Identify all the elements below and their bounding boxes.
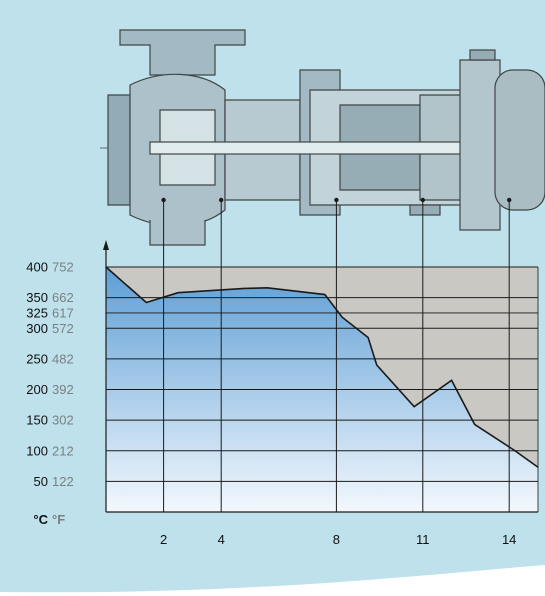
unit-celsius: °C [33,512,48,527]
y-tick-celsius: 400 [26,260,48,275]
y-tick-celsius: 50 [34,474,48,489]
y-axis-arrow [103,240,109,250]
y-tick-celsius: 200 [26,382,48,397]
y-tick-celsius: 150 [26,413,48,428]
y-tick-fahrenheit: 212 [52,443,74,458]
callout-dot [507,197,512,203]
y-tick-fahrenheit: 662 [52,290,74,305]
y-tick-labels: 400 752 350 662 325 617 300 572 250 482 200 392 150 3… [26,260,73,489]
y-tick-fahrenheit: 392 [52,382,74,397]
y-tick-celsius: 325 [26,305,48,320]
y-tick-fahrenheit: 482 [52,351,74,366]
unit-labels: °C °F [33,512,65,527]
callout-lines [161,197,512,512]
y-tick-fahrenheit: 572 [52,321,74,336]
y-tick-celsius: 350 [26,290,48,305]
gridlines [106,266,538,482]
x-tick-labels: 2 4 8 11 14 [160,532,516,547]
x-tick-label: 8 [333,532,340,547]
y-tick-celsius: 100 [26,443,48,458]
y-tick-fahrenheit: 752 [52,260,74,275]
callout-dot [334,197,339,203]
x-tick-label: 14 [502,532,516,547]
y-tick-celsius: 250 [26,351,48,366]
callout-dot [219,197,224,203]
unit-fahrenheit: °F [52,512,65,527]
callout-dot [420,197,425,203]
y-tick-fahrenheit: 617 [52,305,74,320]
x-tick-label: 4 [218,532,225,547]
x-tick-label: 11 [416,532,430,547]
x-tick-label: 2 [160,532,167,547]
y-tick-celsius: 300 [26,321,48,336]
y-tick-fahrenheit: 122 [52,474,74,489]
y-tick-fahrenheit: 302 [52,413,74,428]
axes [103,240,539,513]
temperature-line [105,266,539,468]
callout-dot [161,197,166,203]
